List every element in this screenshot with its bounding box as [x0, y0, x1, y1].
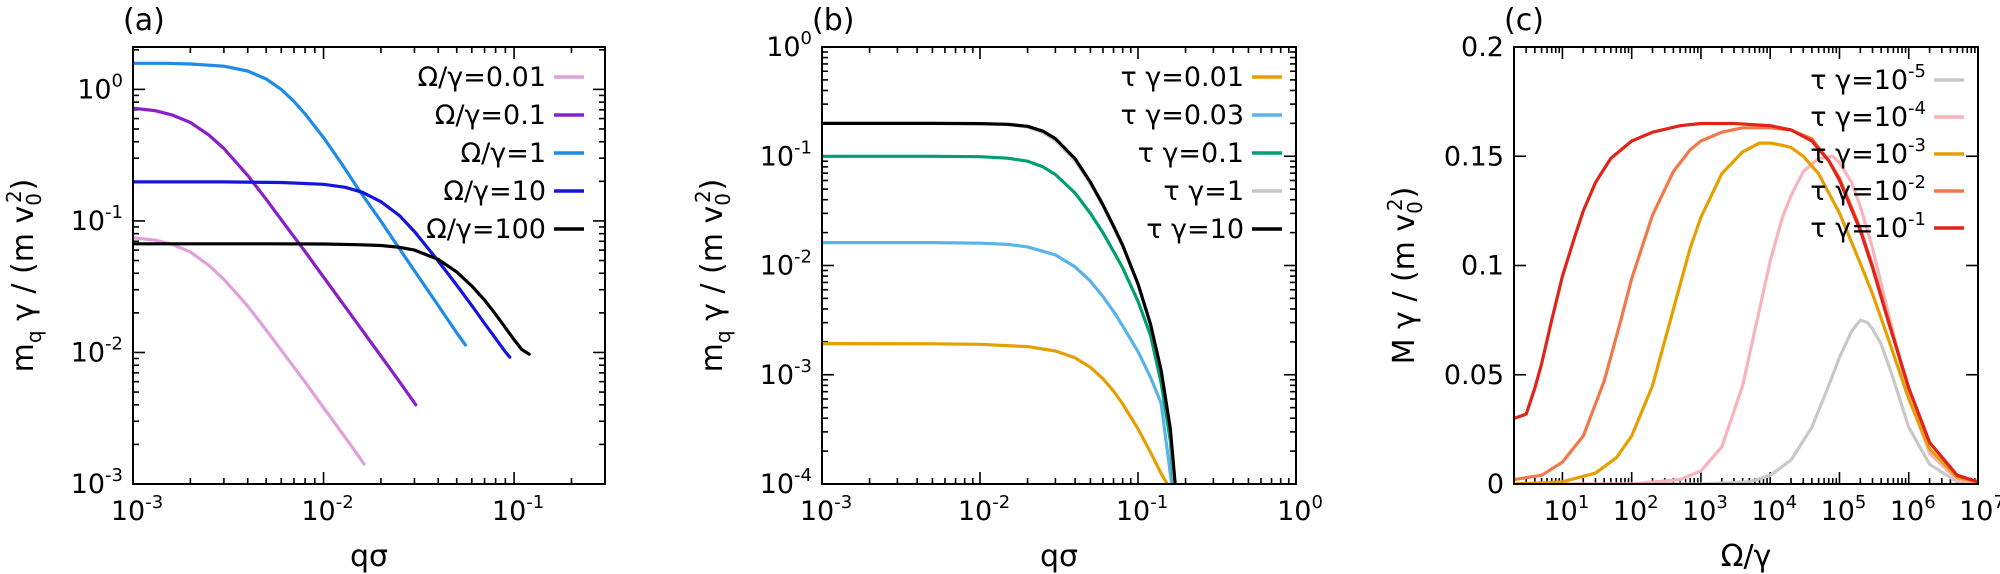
x-tick-label: 105: [1821, 492, 1867, 527]
y-tick-label: 10-1: [71, 202, 123, 237]
y-tick-label: 10-2: [760, 247, 812, 282]
x-axis-label: Ω/γ: [1721, 539, 1772, 574]
x-tick-label: 10-2: [958, 492, 1010, 527]
plot-frame: [821, 46, 1297, 485]
legend-label: τ γ=1: [1163, 176, 1244, 207]
x-tick-label: 107: [1959, 492, 2000, 527]
legend-label: Ω/γ=100: [426, 214, 546, 245]
y-tick-label: 10-3: [760, 356, 812, 391]
plot-frame: [132, 46, 606, 485]
legend: Ω/γ=0.01 Ω/γ=0.1 Ω/γ=1 Ω/γ=10 Ω/γ=100: [418, 62, 584, 245]
y-tick-label: 10-2: [71, 333, 123, 368]
series-line: [133, 236, 366, 466]
series-line: [822, 241, 1174, 484]
series-line: [822, 154, 1176, 484]
legend-label: τ γ=0.1: [1138, 138, 1244, 169]
series-group: [1514, 121, 1978, 484]
y-axis-label: M γ / (m v02): [1383, 187, 1427, 365]
x-tick-label: 104: [1751, 492, 1797, 527]
y-tick-label: 10-4: [760, 465, 812, 500]
x-tick-label: 10-3: [800, 492, 852, 527]
legend: τ γ=10-5τ γ=10-4τ γ=10-3τ γ=10-2τ γ=10-1: [1810, 61, 1964, 244]
series-line: [822, 121, 1176, 484]
series-line: [822, 342, 1169, 484]
y-tick-label: 10-1: [760, 137, 812, 172]
x-tick-label: 10-1: [1116, 492, 1168, 527]
legend-label: τ γ=10-1: [1810, 209, 1926, 244]
series-line: [133, 180, 512, 359]
series-line: [1514, 141, 1978, 484]
chart-panel-3: 101 102 103 104 105 106 107 0 0.05 0.1 0.15 0.2 τ γ=…: [1383, 3, 2000, 574]
y-axis-label: mq γ / (m v02): [2, 179, 46, 373]
legend-label: Ω/γ=10: [443, 176, 546, 207]
series-group: [133, 61, 531, 466]
y-tick-label: 100: [766, 28, 812, 63]
panel-label: (c): [1504, 3, 1544, 38]
legend-label: τ γ=10-4: [1810, 98, 1926, 133]
x-axis-label: qσ: [350, 539, 388, 574]
x-tick-label: 101: [1544, 492, 1590, 527]
y-tick-label: 0.2: [1461, 32, 1504, 63]
x-tick-label: 10-1: [492, 492, 544, 527]
legend-label: τ γ=10-5: [1810, 61, 1926, 96]
x-tick-label: 10-3: [111, 492, 163, 527]
legend-label: Ω/γ=1: [460, 138, 546, 169]
legend-label: τ γ=10-3: [1810, 135, 1926, 170]
series-line: [1514, 121, 1978, 484]
series-line: [133, 242, 531, 356]
legend-label: τ γ=10: [1146, 214, 1244, 245]
x-tick-label: 102: [1613, 492, 1659, 527]
y-tick-label: 0.05: [1444, 360, 1504, 391]
series-line: [133, 106, 418, 407]
x-axis-label: qσ: [1040, 539, 1078, 574]
series-line: [133, 61, 467, 347]
panel-label: (b): [812, 3, 854, 38]
panel-label: (a): [123, 3, 165, 38]
series-line: [822, 121, 1177, 484]
y-tick-label: 0.1: [1461, 251, 1504, 282]
y-tick-label: 0: [1487, 469, 1504, 500]
y-axis-label: mq γ / (m v02): [691, 179, 735, 373]
y-tick-label: 100: [77, 70, 123, 105]
legend-label: Ω/γ=0.1: [435, 100, 546, 131]
y-tick-label: 10-3: [71, 465, 123, 500]
legend-label: τ γ=0.01: [1120, 62, 1244, 93]
series-group: [822, 121, 1177, 484]
legend-label: τ γ=10-2: [1810, 172, 1926, 207]
legend-label: τ γ=0.03: [1120, 100, 1244, 131]
plot-frame: [1513, 46, 1979, 485]
x-tick-label: 106: [1890, 492, 1936, 527]
y-tick-label: 0.15: [1444, 141, 1504, 172]
series-line: [1514, 318, 1978, 484]
x-tick-label: 103: [1682, 492, 1728, 527]
legend: τ γ=0.01 τ γ=0.03 τ γ=0.1 τ γ=1 τ γ=10: [1120, 62, 1282, 245]
x-tick-label: 100: [1277, 492, 1323, 527]
x-tick-label: 10-2: [301, 492, 353, 527]
legend-label: Ω/γ=0.01: [418, 62, 546, 93]
